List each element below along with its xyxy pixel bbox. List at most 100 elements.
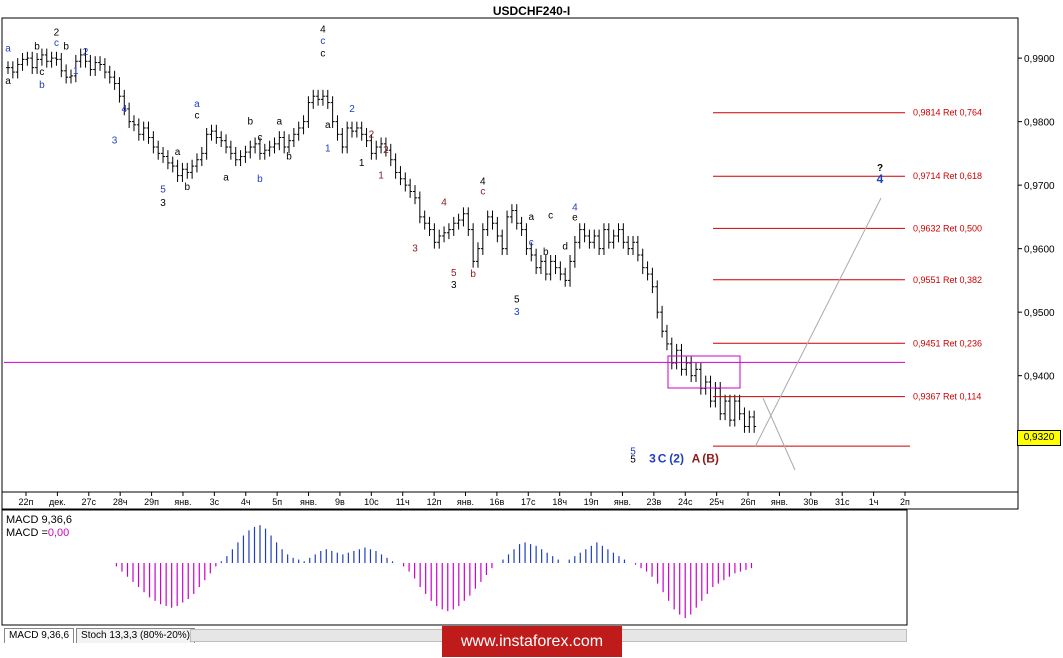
- date-tick-label: янв.: [300, 497, 317, 507]
- wave-label: c: [548, 211, 553, 222]
- date-tick-label: 31с: [835, 497, 850, 507]
- wave-label: b: [286, 152, 292, 163]
- macd-value: 0,00: [47, 527, 70, 539]
- date-tick-label: 17с: [521, 497, 536, 507]
- date-tick-label: 25ч: [709, 497, 724, 507]
- wave-label: c: [480, 186, 485, 197]
- date-tick-label: янв.: [174, 497, 191, 507]
- date-tick-label: 5п: [272, 497, 282, 507]
- wave-label: c: [194, 110, 199, 121]
- price-tick-label: 0,9700: [1024, 181, 1055, 192]
- wave-label: 2: [54, 28, 60, 39]
- wave-label: 4: [320, 25, 326, 36]
- date-tick-label: 10с: [364, 497, 379, 507]
- fib-level-label: 0,9632 Ret 0,500: [913, 223, 982, 233]
- macd-indicator-label: MACD 9,36,6: [6, 514, 73, 526]
- wave-label: 3: [514, 307, 520, 318]
- wave-label: c: [54, 38, 59, 49]
- wave-label: 5: [514, 294, 520, 305]
- date-tick-label: 11ч: [396, 497, 410, 507]
- date-tick-label: дек.: [49, 497, 66, 507]
- wave-label: b: [63, 42, 69, 53]
- date-tick-label: 19п: [584, 497, 599, 507]
- price-tick-label: 0,9400: [1024, 372, 1055, 383]
- wave-label: a: [5, 76, 11, 87]
- wave-label: c: [320, 49, 325, 60]
- wave-label: b: [470, 269, 476, 280]
- price-tick-label: 0,9900: [1024, 54, 1055, 65]
- projection-line-down: [762, 397, 796, 471]
- tab-macd[interactable]: MACD 9,36,6: [4, 628, 75, 643]
- chart-title: USDCHF240-I: [492, 4, 571, 18]
- date-tick-label: 9в: [335, 497, 345, 507]
- macd-value-label: MACD =: [6, 527, 48, 539]
- wave-label: a: [325, 120, 331, 131]
- wave-label: b: [257, 174, 263, 185]
- date-tick-label: янв.: [457, 497, 474, 507]
- magenta-zone-rect: [667, 355, 741, 389]
- wave-label: 2: [369, 129, 375, 140]
- indicator-tabs: MACD 9,36,6 Stoch 13,3,3 (80%-20%): [4, 628, 197, 643]
- fib-level-label: 0,9367 Ret 0,114: [913, 392, 981, 402]
- wave-label: 2: [83, 47, 89, 58]
- date-tick-label: янв.: [771, 497, 788, 507]
- date-tick-label: 29п: [144, 497, 159, 507]
- date-tick-label: 23в: [646, 497, 661, 507]
- fib-level-label: 0,9551 Ret 0,382: [913, 275, 982, 285]
- fib-level-label: 0,9451 Ret 0,236: [913, 338, 982, 348]
- date-tick-label: 18ч: [552, 497, 567, 507]
- wave-label: 1: [73, 66, 79, 77]
- wave-label: ?: [877, 163, 883, 174]
- date-tick-label: 22п: [19, 497, 34, 507]
- wave-label: 3: [160, 198, 166, 209]
- wave-label: C: [658, 452, 667, 466]
- wave-label: 2: [349, 104, 355, 115]
- date-tick-label: 30в: [803, 497, 818, 507]
- wave-label: 3: [451, 280, 457, 291]
- date-tick-label: 28ч: [113, 497, 128, 507]
- wave-label: a: [175, 147, 181, 158]
- date-tick-label: 4ч: [241, 497, 251, 507]
- current-price-tag: 0,9320: [1017, 430, 1061, 446]
- wave-label: a: [528, 212, 534, 223]
- wave-label: 2: [383, 145, 389, 156]
- wave-label: (B): [702, 452, 719, 466]
- projection-line: [754, 197, 882, 448]
- wave-label: b: [247, 117, 253, 128]
- price-tick-label: 0,9800: [1024, 118, 1055, 129]
- wave-label: b: [543, 247, 549, 258]
- wave-label: b: [39, 80, 45, 91]
- wave-label: c: [39, 67, 44, 78]
- wave-label: b: [184, 182, 190, 193]
- wave-label: e: [572, 213, 578, 224]
- wave-label: b: [34, 42, 40, 53]
- wave-label: 5: [630, 455, 636, 466]
- wave-label: c: [257, 133, 262, 144]
- wave-label: 1: [325, 143, 331, 154]
- wave-label: a: [5, 44, 11, 55]
- wave-label: 4: [122, 104, 128, 115]
- date-tick-label: 26п: [741, 497, 756, 507]
- wave-label: 3: [112, 136, 118, 147]
- wave-label: d: [562, 242, 568, 253]
- price-tick-label: 0,9500: [1024, 308, 1055, 319]
- wave-label: 4: [572, 202, 578, 213]
- wave-label: 5: [630, 446, 636, 457]
- wave-label: a: [223, 173, 229, 184]
- wave-label: c: [320, 36, 325, 47]
- wave-label: 5: [451, 268, 457, 279]
- fib-level-label: 0,9714 Ret 0,618: [913, 171, 982, 181]
- wave-label: c: [529, 237, 534, 248]
- wave-label: a: [277, 117, 283, 128]
- wave-label: 4: [480, 176, 486, 187]
- date-tick-label: 12п: [427, 497, 442, 507]
- wave-label: 1: [359, 158, 365, 169]
- wave-label: 3: [649, 452, 656, 466]
- fib-level-label: 0,9814 Ret 0,764: [913, 108, 982, 118]
- wave-label: (2): [669, 452, 684, 466]
- tab-stoch[interactable]: Stoch 13,3,3 (80%-20%): [76, 628, 195, 643]
- wave-label: 4: [441, 197, 447, 208]
- wave-label: 1: [378, 171, 384, 182]
